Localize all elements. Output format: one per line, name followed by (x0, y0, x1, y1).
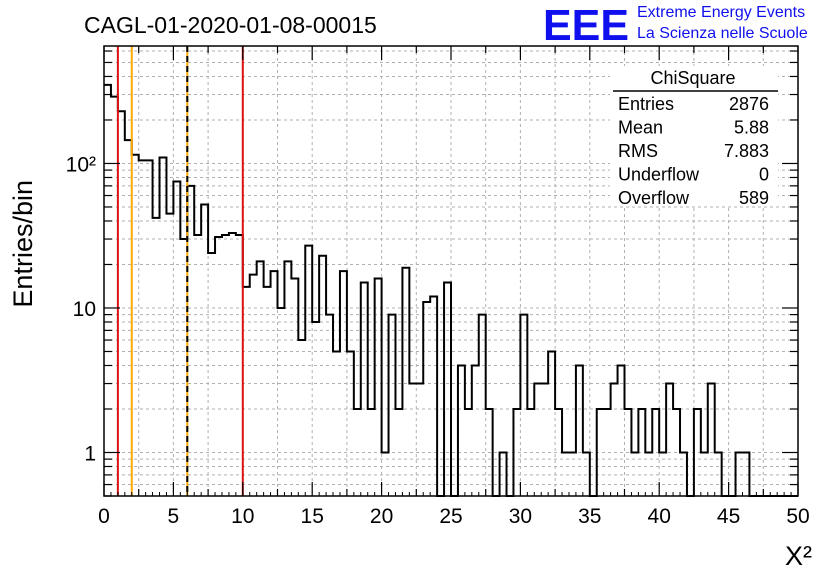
x-tick-label: 5 (168, 505, 180, 528)
stats-row-value: 7.883 (724, 141, 769, 161)
stats-row-label: Entries (618, 94, 674, 114)
stats-row-label: RMS (618, 141, 658, 161)
histogram-bar (618, 365, 625, 496)
x-tick-label: 35 (578, 505, 601, 528)
histogram-bar (541, 384, 548, 496)
y-axis-label: Entries/bin (8, 180, 38, 308)
histogram-bar (416, 384, 423, 496)
histogram-bar (139, 160, 146, 496)
histogram-bar (111, 97, 118, 496)
y-tick-label: 10 (73, 298, 96, 321)
histogram-bar (187, 186, 194, 496)
histogram-bar (479, 315, 486, 496)
histogram-bar (118, 111, 125, 496)
x-tick-label: 45 (717, 505, 740, 528)
histogram-bar (305, 246, 312, 496)
histogram-bar (298, 340, 305, 496)
histogram-bar (278, 308, 285, 496)
stats-row-label: Underflow (618, 165, 700, 185)
eee-logo: EEE Extreme Energy Events La Scienza nel… (543, 1, 808, 50)
histogram-bar (520, 315, 527, 496)
logo-mark: EEE (543, 1, 629, 50)
histogram-bar (326, 315, 333, 496)
histogram-bar (611, 384, 618, 496)
stats-row-label: Mean (618, 118, 663, 138)
x-axis-label: X² (785, 541, 812, 571)
histogram-bar (534, 384, 541, 496)
stats-row-value: 5.88 (734, 118, 769, 138)
histogram-bar (708, 384, 715, 496)
stats-box: ChiSquare Entries 2876 Mean 5.88 RMS 7.883 Und… (610, 66, 778, 208)
histogram-bar (146, 160, 153, 496)
histogram-bar (576, 365, 583, 496)
x-tick-label: 0 (98, 505, 110, 528)
histogram-bar (548, 351, 555, 496)
axis-ticks: 0 5 10 15 20 25 30 35 40 45 50 1 10 10² (66, 46, 810, 528)
logo-line-2: La Scienza nelle Scuole (637, 25, 808, 42)
histogram-bar (333, 351, 340, 496)
histogram-bar (166, 214, 173, 496)
histogram (104, 83, 798, 497)
stats-row-label: Overflow (618, 188, 690, 208)
x-tick-label: 10 (231, 505, 254, 528)
histogram-bar (402, 268, 409, 496)
histogram-outline (104, 83, 798, 497)
stats-title: ChiSquare (650, 68, 735, 88)
logo-line-1: Extreme Energy Events (637, 4, 805, 21)
histogram-bar (458, 365, 465, 496)
x-tick-label: 15 (301, 505, 324, 528)
x-tick-label: 30 (509, 505, 532, 528)
histogram-bar (180, 239, 187, 496)
histogram-bar (666, 384, 673, 496)
stats-row-value: 2876 (729, 94, 769, 114)
stats-row-value: 0 (759, 165, 769, 185)
histogram-bar (375, 278, 382, 496)
histogram-bar (132, 155, 139, 496)
histogram-bar (264, 287, 271, 496)
histogram-bar (173, 182, 180, 496)
histogram-bar (257, 261, 264, 496)
y-tick-label: 10² (66, 153, 96, 176)
histogram-bar (229, 233, 236, 496)
x-tick-label: 40 (648, 505, 671, 528)
x-tick-label: 50 (786, 505, 809, 528)
cut-lines (116, 46, 244, 496)
histogram-bar (389, 315, 396, 496)
histogram-bar (215, 237, 222, 496)
histogram-bar (347, 351, 354, 496)
stats-rows: Entries 2876 Mean 5.88 RMS 7.883 Underflow 0 Ove… (618, 94, 769, 208)
x-tick-label: 25 (439, 505, 462, 528)
histogram-bar (472, 365, 479, 496)
histogram-bar (284, 261, 291, 496)
histogram-bar (319, 256, 326, 496)
stats-row-value: 589 (739, 188, 769, 208)
x-tick-label: 20 (370, 505, 393, 528)
histogram-bar (409, 384, 416, 496)
chart-title: CAGL-01-2020-01-08-00015 (84, 12, 377, 38)
histogram-bar (243, 287, 250, 496)
histogram-bar (291, 278, 298, 496)
histogram-bar (125, 140, 132, 496)
histogram-bar (160, 157, 167, 496)
y-tick-label: 1 (84, 442, 96, 465)
histogram-bar (153, 218, 160, 496)
histogram-bar (104, 85, 111, 496)
